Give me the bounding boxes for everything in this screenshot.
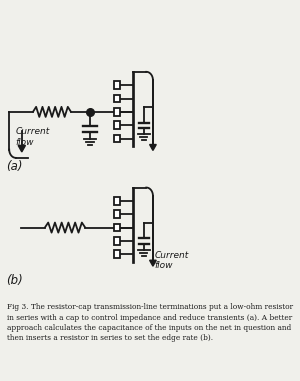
Text: (a): (a) (6, 160, 23, 173)
Bar (114, 210, 120, 218)
Text: Current
flow: Current flow (155, 251, 189, 270)
Text: Fig 3. The resistor-cap transmission-line terminations put a low-ohm resistor
in: Fig 3. The resistor-cap transmission-lin… (7, 303, 293, 343)
Bar (114, 250, 120, 258)
Text: Current
flow: Current flow (16, 127, 50, 147)
Bar (114, 197, 120, 205)
Bar (114, 94, 120, 102)
Polygon shape (18, 146, 26, 152)
Text: (b): (b) (6, 274, 23, 288)
Bar (114, 237, 120, 245)
Bar (114, 81, 120, 89)
Polygon shape (150, 144, 156, 150)
Polygon shape (150, 260, 156, 266)
Bar (114, 135, 120, 142)
Bar (114, 108, 120, 116)
Bar (114, 122, 120, 129)
Bar (114, 224, 120, 231)
